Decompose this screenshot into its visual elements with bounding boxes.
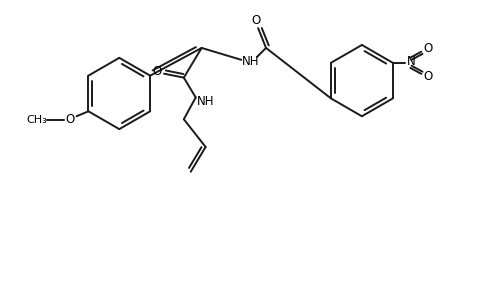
Text: O: O — [65, 113, 74, 126]
Text: N: N — [407, 55, 416, 68]
Text: CH₃: CH₃ — [26, 115, 48, 125]
Text: NH: NH — [242, 55, 259, 68]
Text: NH: NH — [197, 95, 214, 108]
Text: O: O — [152, 65, 162, 78]
Text: O: O — [252, 14, 260, 27]
Text: O: O — [424, 70, 433, 83]
Text: O: O — [424, 42, 433, 55]
